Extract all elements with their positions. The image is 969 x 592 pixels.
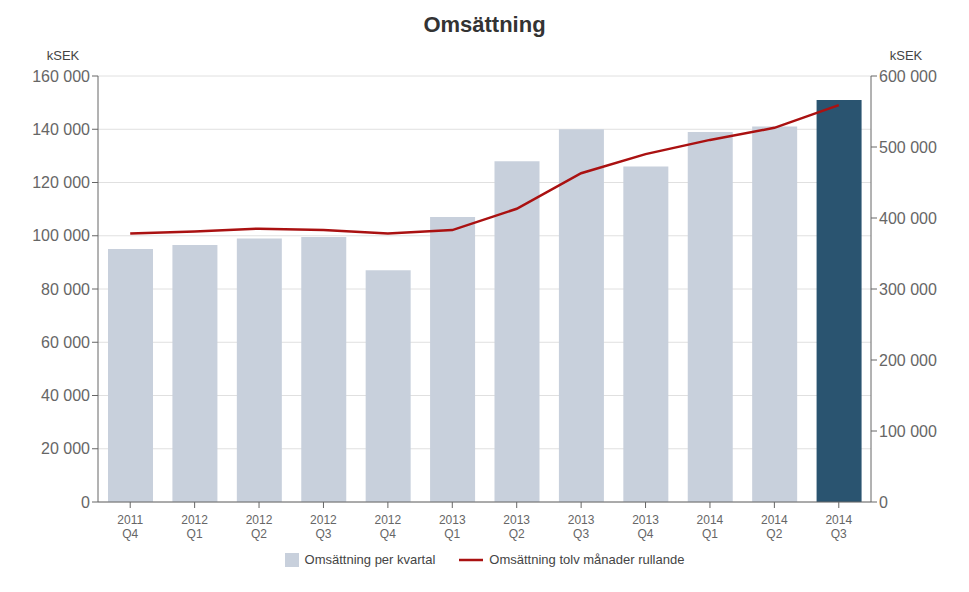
svg-text:100 000: 100 000 — [32, 227, 90, 244]
svg-text:600 000: 600 000 — [879, 68, 937, 85]
svg-text:300 000: 300 000 — [879, 281, 937, 298]
svg-text:200 000: 200 000 — [879, 352, 937, 369]
svg-text:kSEK: kSEK — [47, 48, 80, 63]
svg-text:400 000: 400 000 — [879, 210, 937, 227]
html-text:Omsättning: Omsättning — [423, 12, 546, 37]
svg-text:2013Q4: 2013Q4 — [632, 513, 659, 541]
svg-text:0: 0 — [879, 494, 888, 511]
svg-text:2014Q2: 2014Q2 — [761, 513, 788, 541]
svg-text:140 000: 140 000 — [32, 121, 90, 138]
svg-text:2013Q2: 2013Q2 — [503, 513, 530, 541]
svg-text:2014Q1: 2014Q1 — [697, 513, 724, 541]
svg-text:kSEK: kSEK — [890, 48, 923, 63]
svg-text:2013Q1: 2013Q1 — [439, 513, 466, 541]
svg-text:40 000: 40 000 — [41, 387, 90, 404]
svg-text:120 000: 120 000 — [32, 174, 90, 191]
svg-text:0: 0 — [81, 494, 90, 511]
svg-text:20 000: 20 000 — [41, 440, 90, 457]
svg-text:500 000: 500 000 — [879, 139, 937, 156]
html-text:Omsättning per kvartal: Omsättning per kvartal — [304, 552, 436, 567]
svg-text:60 000: 60 000 — [41, 334, 90, 351]
svg-text:160 000: 160 000 — [32, 68, 90, 85]
svg-text:2012Q2: 2012Q2 — [246, 513, 273, 541]
svg-text:80 000: 80 000 — [41, 281, 90, 298]
html-text:Omsättning tolv månader rullan: Omsättning tolv månader rullande — [489, 552, 685, 567]
svg-text:2012Q3: 2012Q3 — [310, 513, 337, 541]
svg-text:100 000: 100 000 — [879, 423, 937, 440]
svg-text:2012Q1: 2012Q1 — [181, 513, 208, 541]
svg-text:2014Q3: 2014Q3 — [825, 513, 852, 541]
svg-text:2011Q4: 2011Q4 — [117, 513, 143, 541]
svg-text:2012Q4: 2012Q4 — [375, 513, 402, 541]
svg-text:2013Q3: 2013Q3 — [568, 513, 595, 541]
